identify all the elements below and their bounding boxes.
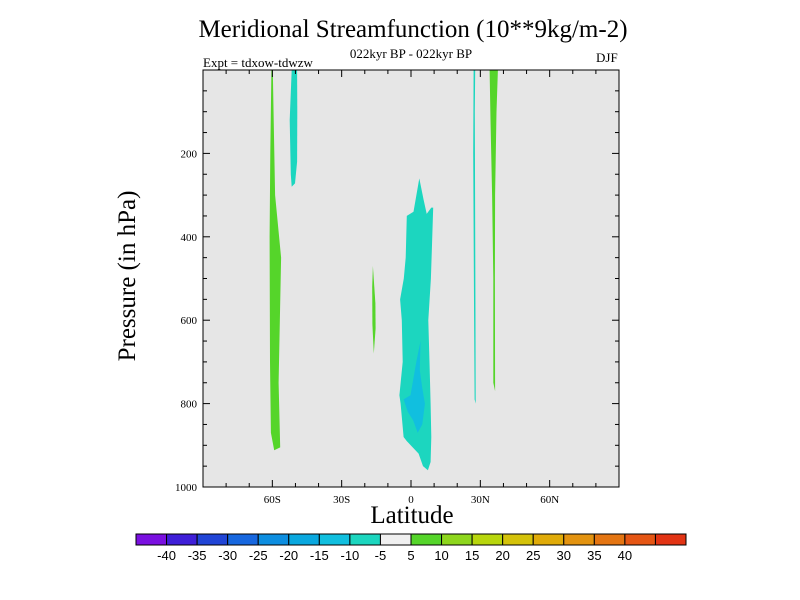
contour-region-negative-core-equator [403,341,425,433]
contour-region-negative-lobe-50s [289,70,298,187]
colorbar-label: 25 [526,548,540,563]
colorbar-label: -15 [310,548,329,563]
plot-frame [202,69,620,488]
x-tick-label: 60N [540,494,559,506]
colorbar-swatch [410,533,443,546]
chart-title: Meridional Streamfunction (10**9kg/m-2) [198,16,628,43]
x-tick-label: 0 [408,494,414,506]
colorbar-label: 15 [465,548,479,563]
colorbar-label: 5 [407,548,414,563]
colorbar-label: -20 [279,548,298,563]
x-tick-label: 30N [471,494,490,506]
y-tick-label: 200 [181,148,198,160]
colorbar-label: 20 [495,548,509,563]
colorbar-swatch [288,533,320,546]
colorbar-swatch [135,533,168,546]
colorbar-swatch [654,533,687,546]
x-tick-label: 30S [333,494,350,506]
colorbar-swatch [379,533,412,546]
x-axis-label: Latitude [370,502,454,529]
contour-region-positive-band-36n [489,70,498,392]
y-tick-label: 1000 [175,482,198,494]
contour-region-positive-sliver-15s [372,266,376,354]
colorbar-swatch [532,533,565,546]
colorbar-label: -40 [157,548,176,563]
colorbar-label: -35 [188,548,207,563]
colorbar-swatch [166,533,198,546]
colorbar-label: 30 [557,548,571,563]
colorbar-label: -10 [340,548,359,563]
colorbar-swatch [227,533,259,546]
colorbar-swatch [196,533,229,546]
y-tick-label: 800 [181,399,198,411]
y-tick-label: 400 [181,232,198,244]
x-tick-label: 60S [264,494,281,506]
colorbar-swatch [624,533,656,546]
colorbar-swatch [502,533,534,546]
colorbar-label: 10 [434,548,448,563]
y-tick-label: 600 [181,315,198,327]
contour-region-negative-strip-28n [473,70,476,404]
colorbar-swatch [471,533,504,546]
colorbar-swatch [593,533,626,546]
colorbar-label: -30 [218,548,237,563]
colorbar-label: 35 [587,548,601,563]
colorbar-label: -25 [249,548,268,563]
chart-subtitle: 022kyr BP - 022kyr BP [349,46,473,61]
colorbar-label: -5 [375,548,387,563]
colorbar-swatch [441,533,473,546]
colorbar-swatch [563,533,595,546]
colorbar-swatch [349,533,381,546]
colorbar-label: 40 [618,548,632,563]
contour-region-positive-band-60s [269,70,282,451]
colorbar-swatch [318,533,351,546]
season-label: DJF [596,50,618,65]
colorbar-swatch [257,533,290,546]
experiment-label: Expt = tdxow-tdwzw [203,55,313,70]
